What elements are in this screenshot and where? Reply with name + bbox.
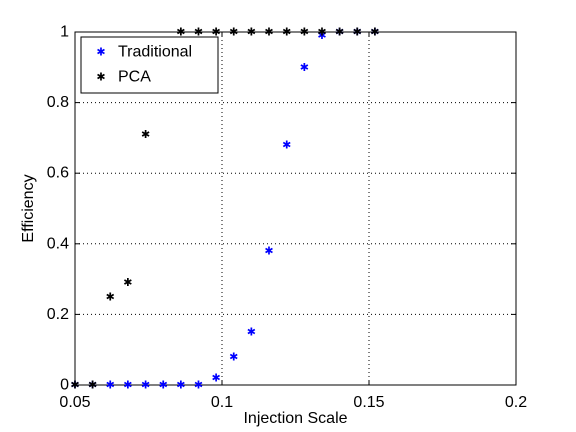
data-point-traditional: ✱ [176, 379, 185, 392]
data-point-pca: ✱ [353, 26, 362, 39]
data-point-pca: ✱ [176, 26, 185, 39]
data-point-pca: ✱ [123, 276, 132, 289]
y-axis-title: Efficiency [20, 174, 37, 242]
x-tick-label: 0.2 [505, 394, 527, 411]
y-tick-label: 0.8 [47, 94, 69, 111]
x-tick-label: 0.1 [211, 394, 233, 411]
data-point-traditional: ✱ [264, 244, 273, 257]
x-tick-label: 0.05 [59, 394, 90, 411]
data-point-traditional: ✱ [106, 379, 115, 392]
data-point-pca: ✱ [106, 290, 115, 303]
data-point-traditional: ✱ [370, 26, 379, 39]
axis-ticks: 0.05 0.1 0.15 0.2 0 0.2 0.4 0.6 0.8 1 [47, 24, 527, 412]
data-point-pca: ✱ [194, 26, 203, 39]
data-point-traditional: ✱ [300, 61, 309, 74]
data-point-traditional: ✱ [159, 379, 168, 392]
data-point-traditional: ✱ [141, 379, 150, 392]
data-point-traditional: ✱ [282, 138, 291, 151]
data-point-pca: ✱ [212, 26, 221, 39]
data-point-traditional: ✱ [317, 29, 326, 42]
y-tick-label: 0.6 [47, 165, 69, 182]
data-point-traditional: ✱ [70, 379, 79, 392]
data-point-traditional: ✱ [229, 350, 238, 363]
data-point-pca: ✱ [88, 379, 97, 392]
data-point-traditional: ✱ [335, 26, 344, 39]
grid [75, 32, 516, 385]
y-tick-label: 0 [60, 377, 69, 394]
data-point-pca: ✱ [141, 128, 150, 141]
data-point-pca: ✱ [229, 26, 238, 39]
legend-label-pca: PCA [118, 69, 151, 86]
legend-box [80, 36, 219, 94]
legend: ✱ Traditional ✱ PCA [80, 36, 219, 94]
data-point-pca: ✱ [370, 26, 379, 39]
data-point-pca: ✱ [335, 26, 344, 39]
data-point-traditional: ✱ [212, 371, 221, 384]
y-tick-label: 0.2 [47, 306, 69, 323]
x-tick-label: 0.15 [353, 394, 384, 411]
data-point-pca: ✱ [282, 26, 291, 39]
series-pca: ✱ ✱ ✱ ✱ ✱ ✱ ✱ ✱ ✱ ✱ ✱ ✱ ✱ ✱ ✱ ✱ ✱ ✱ [70, 26, 379, 392]
data-series: ✱✱✱✱✱✱✱✱✱✱✱✱✱✱✱✱✱✱✱✱✱✱✱✱✱✱✱✱✱✱✱✱✱✱✱✱ [70, 26, 379, 392]
data-point-pca: ✱ [300, 26, 309, 39]
data-point-traditional: ✱ [88, 379, 97, 392]
y-tick-label: 1 [60, 24, 69, 41]
x-axis-title: Injection Scale [243, 410, 347, 427]
data-point-pca: ✱ [247, 26, 256, 39]
legend-label-traditional: Traditional [118, 44, 192, 61]
data-point-traditional: ✱ [194, 379, 203, 392]
plot-frame [74, 31, 517, 386]
legend-marker-pca: ✱ [96, 71, 105, 84]
data-point-traditional: ✱ [353, 26, 362, 39]
y-tick-label: 0.4 [47, 235, 69, 252]
data-point-pca: ✱ [70, 379, 79, 392]
data-point-pca: ✱ [317, 26, 326, 39]
data-point-traditional: ✱ [247, 326, 256, 339]
data-point-pca: ✱ [264, 26, 273, 39]
legend-marker-traditional: ✱ [96, 46, 105, 59]
series-traditional: ✱ ✱ ✱ ✱ ✱ ✱ ✱ ✱ ✱ ✱ ✱ ✱ ✱ ✱ ✱ ✱ ✱ ✱ [70, 26, 379, 392]
data-point-traditional: ✱ [123, 379, 132, 392]
